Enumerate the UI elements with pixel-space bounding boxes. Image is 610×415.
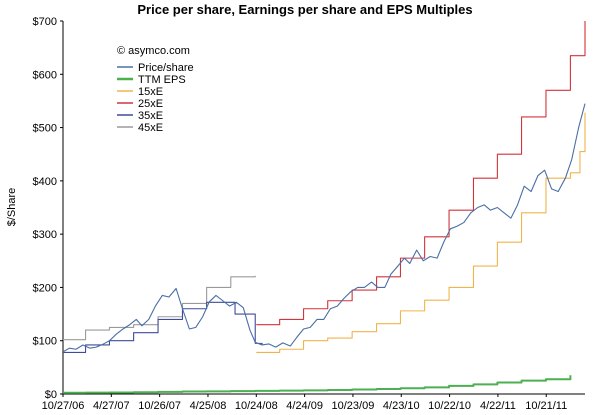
copyright-annotation: © asymco.com xyxy=(117,45,190,57)
y-tick-label: $700 xyxy=(33,16,57,28)
series-line-ttm-eps xyxy=(63,375,572,394)
x-tick-label: 4/25/08 xyxy=(190,400,227,412)
y-tick-label: $300 xyxy=(33,229,57,241)
x-tick-label: 4/27/07 xyxy=(93,400,130,412)
legend-label-25xe: 25xE xyxy=(138,98,163,110)
axes: $0 $100 $200 $300 $400 $500 $600 $700 10/27/06 4/… xyxy=(33,16,585,412)
legend-label-35xe: 35xE xyxy=(138,110,163,122)
x-tick-label: 10/24/08 xyxy=(235,400,278,412)
series-line-35xe xyxy=(63,301,263,353)
legend-label-ttm-eps: TTM EPS xyxy=(138,74,186,86)
y-tick-label: $0 xyxy=(45,389,57,401)
legend-label-15xe: 15xE xyxy=(138,86,163,98)
y-tick-label: $200 xyxy=(33,282,57,294)
legend-label-45xe: 45xE xyxy=(138,122,163,134)
x-tick-label: 10/27/06 xyxy=(42,400,85,412)
x-tick-label: 10/21/11 xyxy=(525,400,567,412)
legend-label-price-share: Price/share xyxy=(138,62,194,74)
x-tick-label: 4/22/11 xyxy=(480,400,516,412)
x-tick-label: 10/26/07 xyxy=(138,400,181,412)
series-layer xyxy=(62,21,586,394)
series-line-45xe xyxy=(63,275,256,341)
series-line-price-share xyxy=(62,103,586,353)
x-tick-label: 4/24/09 xyxy=(286,400,323,412)
series-line-15xe xyxy=(256,112,586,353)
chart-title: Price per share, Earnings per share and … xyxy=(137,2,473,17)
series-line-25xe xyxy=(256,21,586,326)
x-tick-label: 10/23/09 xyxy=(332,400,375,412)
y-tick-label: $500 xyxy=(33,123,57,135)
x-tick-label: 10/22/10 xyxy=(428,400,471,412)
y-tick-label: $100 xyxy=(33,336,57,348)
x-tick-label: 4/23/10 xyxy=(383,400,420,412)
y-axis-label: $/Share xyxy=(6,188,18,227)
y-tick-label: $400 xyxy=(33,176,57,188)
y-tick-label: $600 xyxy=(33,69,57,81)
